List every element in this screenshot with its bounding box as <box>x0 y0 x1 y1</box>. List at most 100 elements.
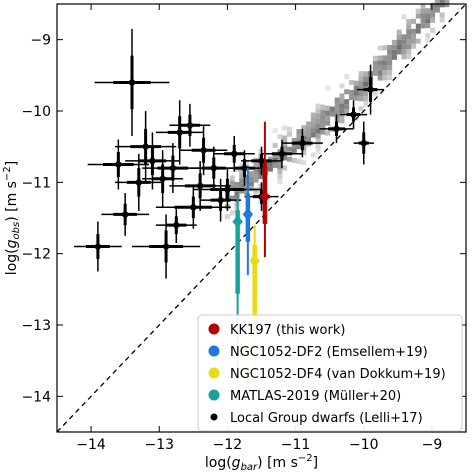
density-cell <box>372 90 378 96</box>
density-cell <box>291 157 297 163</box>
density-cell <box>348 89 354 95</box>
dwarf-marker <box>121 211 129 218</box>
density-cell <box>325 85 331 91</box>
density-cell <box>363 101 369 107</box>
dwarf-point <box>169 160 231 211</box>
density-cell <box>320 129 326 135</box>
density-cell <box>406 34 412 40</box>
x-tick-label: −14 <box>76 437 106 453</box>
density-cell <box>353 90 359 96</box>
density-cell <box>420 13 426 19</box>
density-cell <box>372 55 378 61</box>
density-cell <box>320 109 326 115</box>
density-cell <box>267 161 273 167</box>
density-cell <box>315 103 321 109</box>
dwarf-marker <box>258 157 265 165</box>
density-cell <box>253 177 259 183</box>
highlight-point <box>259 121 271 258</box>
density-cell <box>277 154 283 160</box>
local-group-dwarfs <box>74 28 385 279</box>
x-axis-label: log(gbar) [m s−2] <box>205 453 318 472</box>
density-cell <box>301 160 307 166</box>
density-cell <box>325 105 331 111</box>
density-cell <box>387 45 393 51</box>
density-cell <box>439 0 445 3</box>
density-cell <box>344 109 350 115</box>
density-cell <box>282 165 288 171</box>
density-cell <box>420 23 426 29</box>
density-cell <box>244 184 250 190</box>
density-cell <box>406 19 412 25</box>
density-cell <box>382 60 388 66</box>
y-tick-label: −10 <box>21 104 51 120</box>
density-cell <box>329 106 335 112</box>
y-axis-label: log(gobs) [m s−2] <box>2 161 22 275</box>
density-cell <box>391 44 397 50</box>
density-cell <box>439 17 445 23</box>
density-cell <box>401 54 407 60</box>
density-cell <box>344 104 350 110</box>
density-cell <box>282 135 288 141</box>
density-cell <box>258 173 264 179</box>
density-cell <box>358 76 364 82</box>
density-cell <box>272 152 278 158</box>
density-cell <box>224 214 230 220</box>
density-cell <box>425 8 431 14</box>
dwarf-marker <box>149 157 156 165</box>
dwarf-marker <box>196 182 204 190</box>
highlight-point <box>242 168 254 276</box>
density-cell <box>339 113 345 119</box>
legend-entry: KK197 (this work) <box>208 323 345 338</box>
dwarf-marker <box>159 175 166 182</box>
density-cell <box>358 71 364 77</box>
dwarf-point <box>155 185 231 229</box>
dwarf-marker <box>278 150 286 157</box>
density-cell <box>439 12 445 18</box>
dwarf-point <box>213 135 255 172</box>
density-cell <box>234 191 240 197</box>
x-tick-label: −10 <box>349 437 379 453</box>
density-cell <box>406 49 412 55</box>
density-cell <box>334 107 340 113</box>
x-tick-label: −11 <box>281 437 311 453</box>
density-cell <box>310 127 316 133</box>
density-cell <box>434 0 440 3</box>
density-cell <box>382 70 388 76</box>
density-cell <box>310 117 316 123</box>
density-cell <box>244 159 250 165</box>
density-cell <box>325 110 331 116</box>
density-cell <box>325 115 331 121</box>
density-cell <box>253 192 259 198</box>
density-cell <box>444 2 450 8</box>
density-cell <box>439 2 445 8</box>
density-cell <box>391 39 397 45</box>
density-cell <box>363 96 369 102</box>
density-cell <box>391 49 397 55</box>
density-cell <box>253 172 259 178</box>
legend: KK197 (this work) NGC1052-DF2 (Emsellem+1… <box>197 314 463 432</box>
dwarf-marker <box>115 161 122 168</box>
density-cell <box>372 65 378 71</box>
density-cell <box>239 178 245 184</box>
dwarf-point <box>189 146 238 190</box>
density-cell <box>358 86 364 92</box>
dwarf-point <box>281 128 323 158</box>
dwarf-marker <box>128 79 136 86</box>
legend-label: NGC1052-DF4 (van Dokkum+19) <box>230 367 446 382</box>
x-tick-label: −9 <box>422 437 443 453</box>
density-cell <box>244 179 250 185</box>
legend-entry: NGC1052-DF4 (van Dokkum+19) <box>208 367 446 382</box>
density-cell <box>391 54 397 60</box>
density-cell <box>248 171 254 177</box>
density-cell <box>234 182 240 188</box>
x-tick-label: −13 <box>144 437 174 453</box>
density-cell <box>286 131 292 137</box>
density-cell <box>401 34 407 40</box>
density-cell <box>406 39 412 45</box>
density-cell <box>377 75 383 81</box>
density-cell <box>396 34 402 40</box>
density-cell <box>358 96 364 102</box>
density-cell <box>411 33 417 39</box>
density-cell <box>353 85 359 91</box>
density-cell <box>406 24 412 30</box>
